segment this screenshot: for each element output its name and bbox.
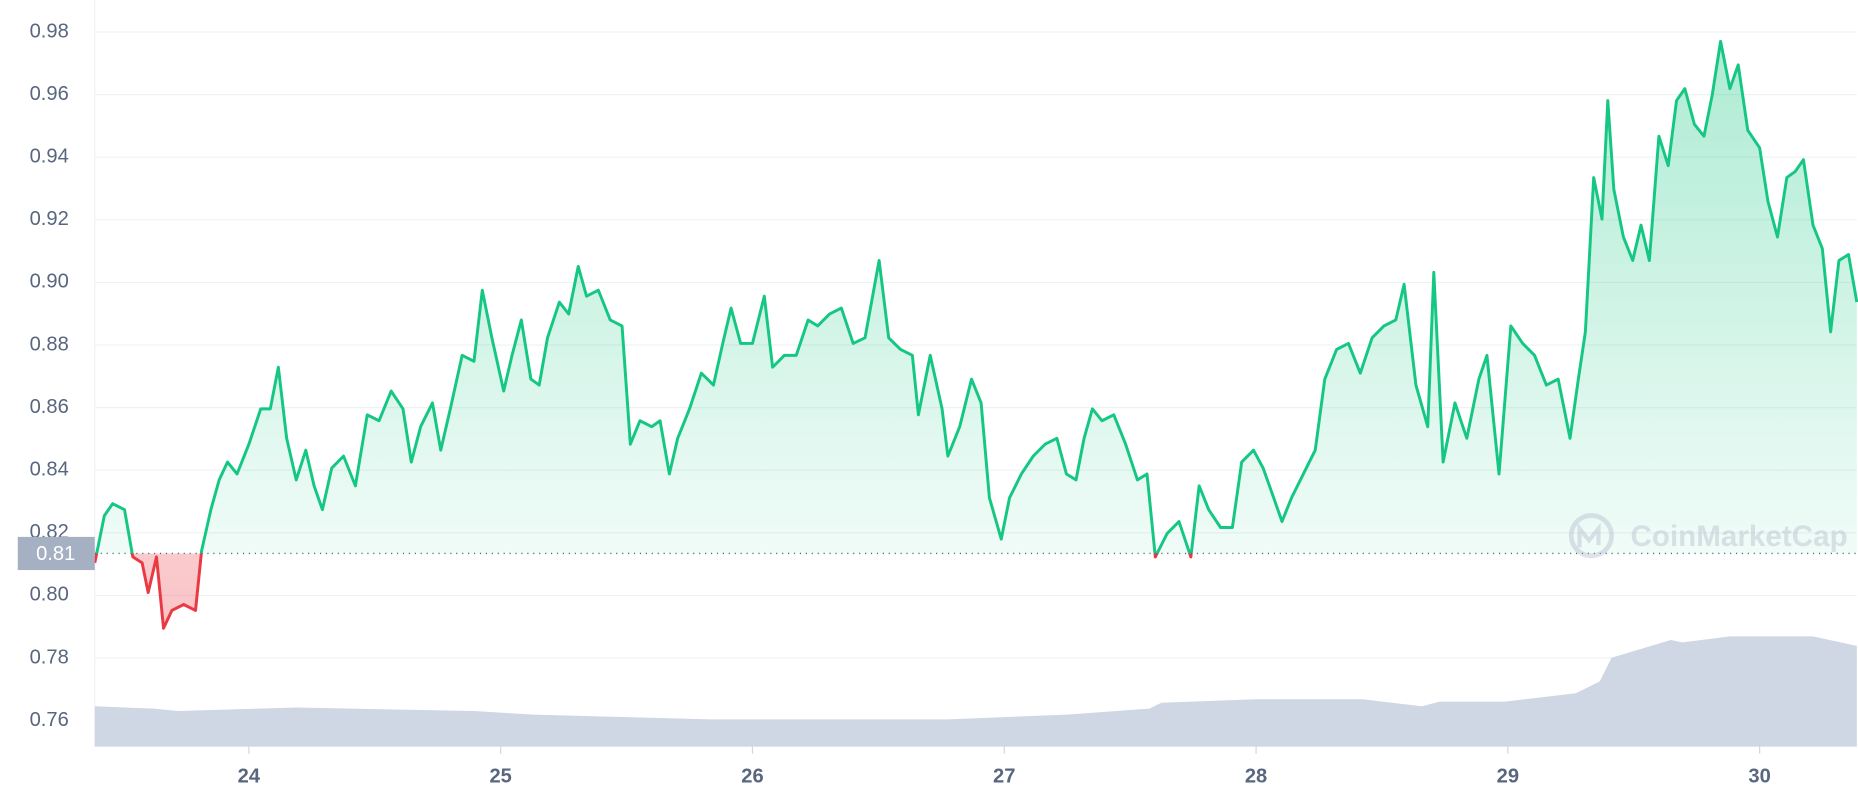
x-tick-label: 26	[741, 766, 763, 788]
y-tick-label: 0.96	[30, 83, 69, 105]
area-up	[96, 41, 1857, 554]
y-tick-label: 0.76	[30, 709, 69, 731]
x-tick-label: 28	[1245, 766, 1267, 788]
y-tick-label: 0.84	[30, 459, 69, 481]
y-tick-label: 0.88	[30, 333, 69, 355]
watermark-logo	[1568, 513, 1614, 559]
watermark-logo-mark	[1577, 522, 1601, 548]
y-tick-label: 0.98	[30, 20, 69, 42]
x-tick-label: 29	[1497, 766, 1519, 788]
reference-badge	[17, 536, 95, 571]
y-tick-label: 0.92	[30, 208, 69, 230]
x-tick-label: 30	[1748, 766, 1770, 788]
x-tick-label: 27	[993, 766, 1015, 788]
y-tick-label: 0.90	[30, 271, 69, 293]
watermark-text: CoinMarketCap	[1630, 520, 1847, 553]
y-tick-label: 0.94	[30, 146, 69, 168]
x-tick-label: 24	[238, 766, 261, 788]
price-line-up	[95, 39, 1858, 554]
volume-area	[94, 636, 1857, 747]
y-tick-label: 0.78	[30, 646, 69, 668]
watermark: CoinMarketCap	[1568, 513, 1848, 559]
reference-label: 0.81	[36, 543, 75, 565]
y-tick-label: 0.86	[30, 396, 69, 418]
y-tick-label: 0.80	[30, 584, 69, 606]
plot-background	[94, 0, 1857, 747]
x-tick-label: 25	[489, 766, 511, 788]
